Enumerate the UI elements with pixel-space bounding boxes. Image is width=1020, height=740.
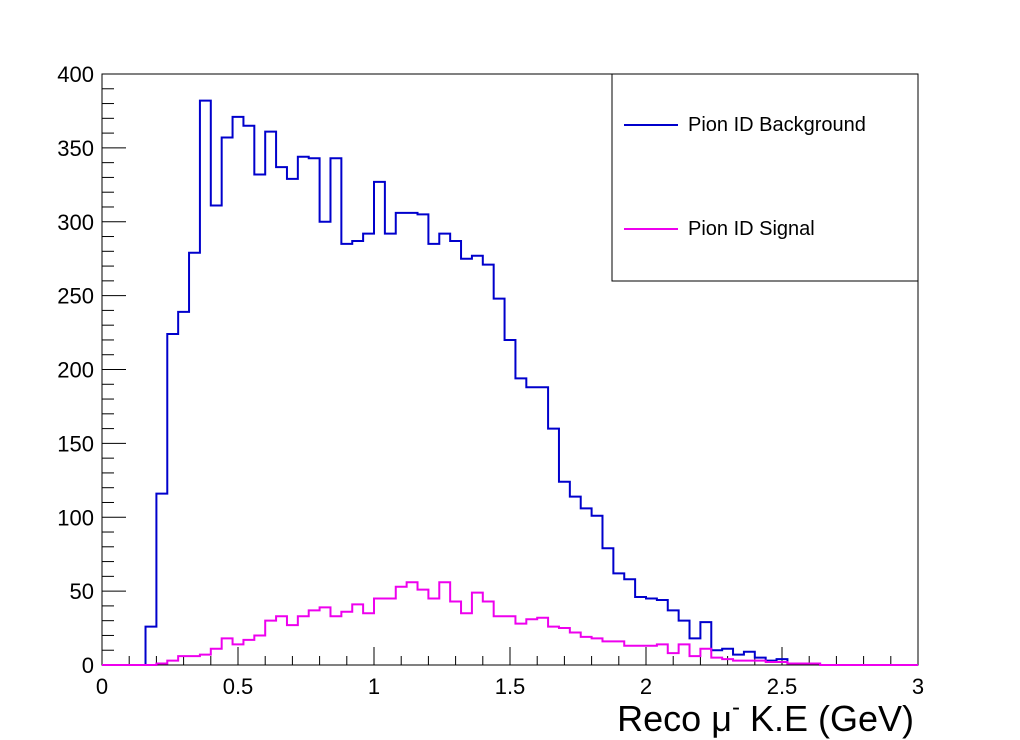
legend: Pion ID Background Pion ID Signal — [611, 73, 919, 282]
y-tick-label: 300 — [57, 210, 94, 235]
y-tick-label: 50 — [70, 579, 94, 604]
x-tick-label: 2 — [640, 674, 652, 699]
x-axis-title-main: Reco μ — [617, 698, 732, 739]
y-tick-label: 400 — [57, 62, 94, 87]
x-tick-label: 3 — [912, 674, 924, 699]
x-tick-label: 1.5 — [495, 674, 526, 699]
series-signal — [102, 581, 918, 666]
y-tick-label: 200 — [57, 358, 94, 383]
x-tick-label: 0.5 — [223, 674, 254, 699]
x-axis-title-sup: - — [732, 694, 740, 721]
histogram-line — [102, 99, 918, 666]
x-tick-label: 0 — [96, 674, 108, 699]
y-tick-label: 0 — [82, 653, 94, 678]
x-tick-label: 2.5 — [767, 674, 798, 699]
x-tick-label: 1 — [368, 674, 380, 699]
legend-label-background: Pion ID Background — [688, 114, 866, 136]
series-background — [102, 99, 918, 666]
histogram-line — [102, 581, 918, 666]
x-axis-title-tail: K.E (GeV) — [740, 698, 914, 739]
y-tick-label: 150 — [57, 431, 94, 456]
histogram-series — [102, 99, 918, 666]
x-axis-title: Reco μ- K.E (GeV) — [617, 694, 914, 739]
y-tick-label: 100 — [57, 505, 94, 530]
y-axis: 0 50 100 150 200 250 300 350 400 — [57, 62, 126, 678]
y-tick-label: 350 — [57, 136, 94, 161]
y-tick-label: 250 — [57, 284, 94, 309]
legend-box — [611, 73, 919, 282]
legend-label-signal: Pion ID Signal — [688, 218, 815, 240]
x-axis: 0 0.5 1 1.5 2 2.5 3 — [96, 647, 924, 699]
